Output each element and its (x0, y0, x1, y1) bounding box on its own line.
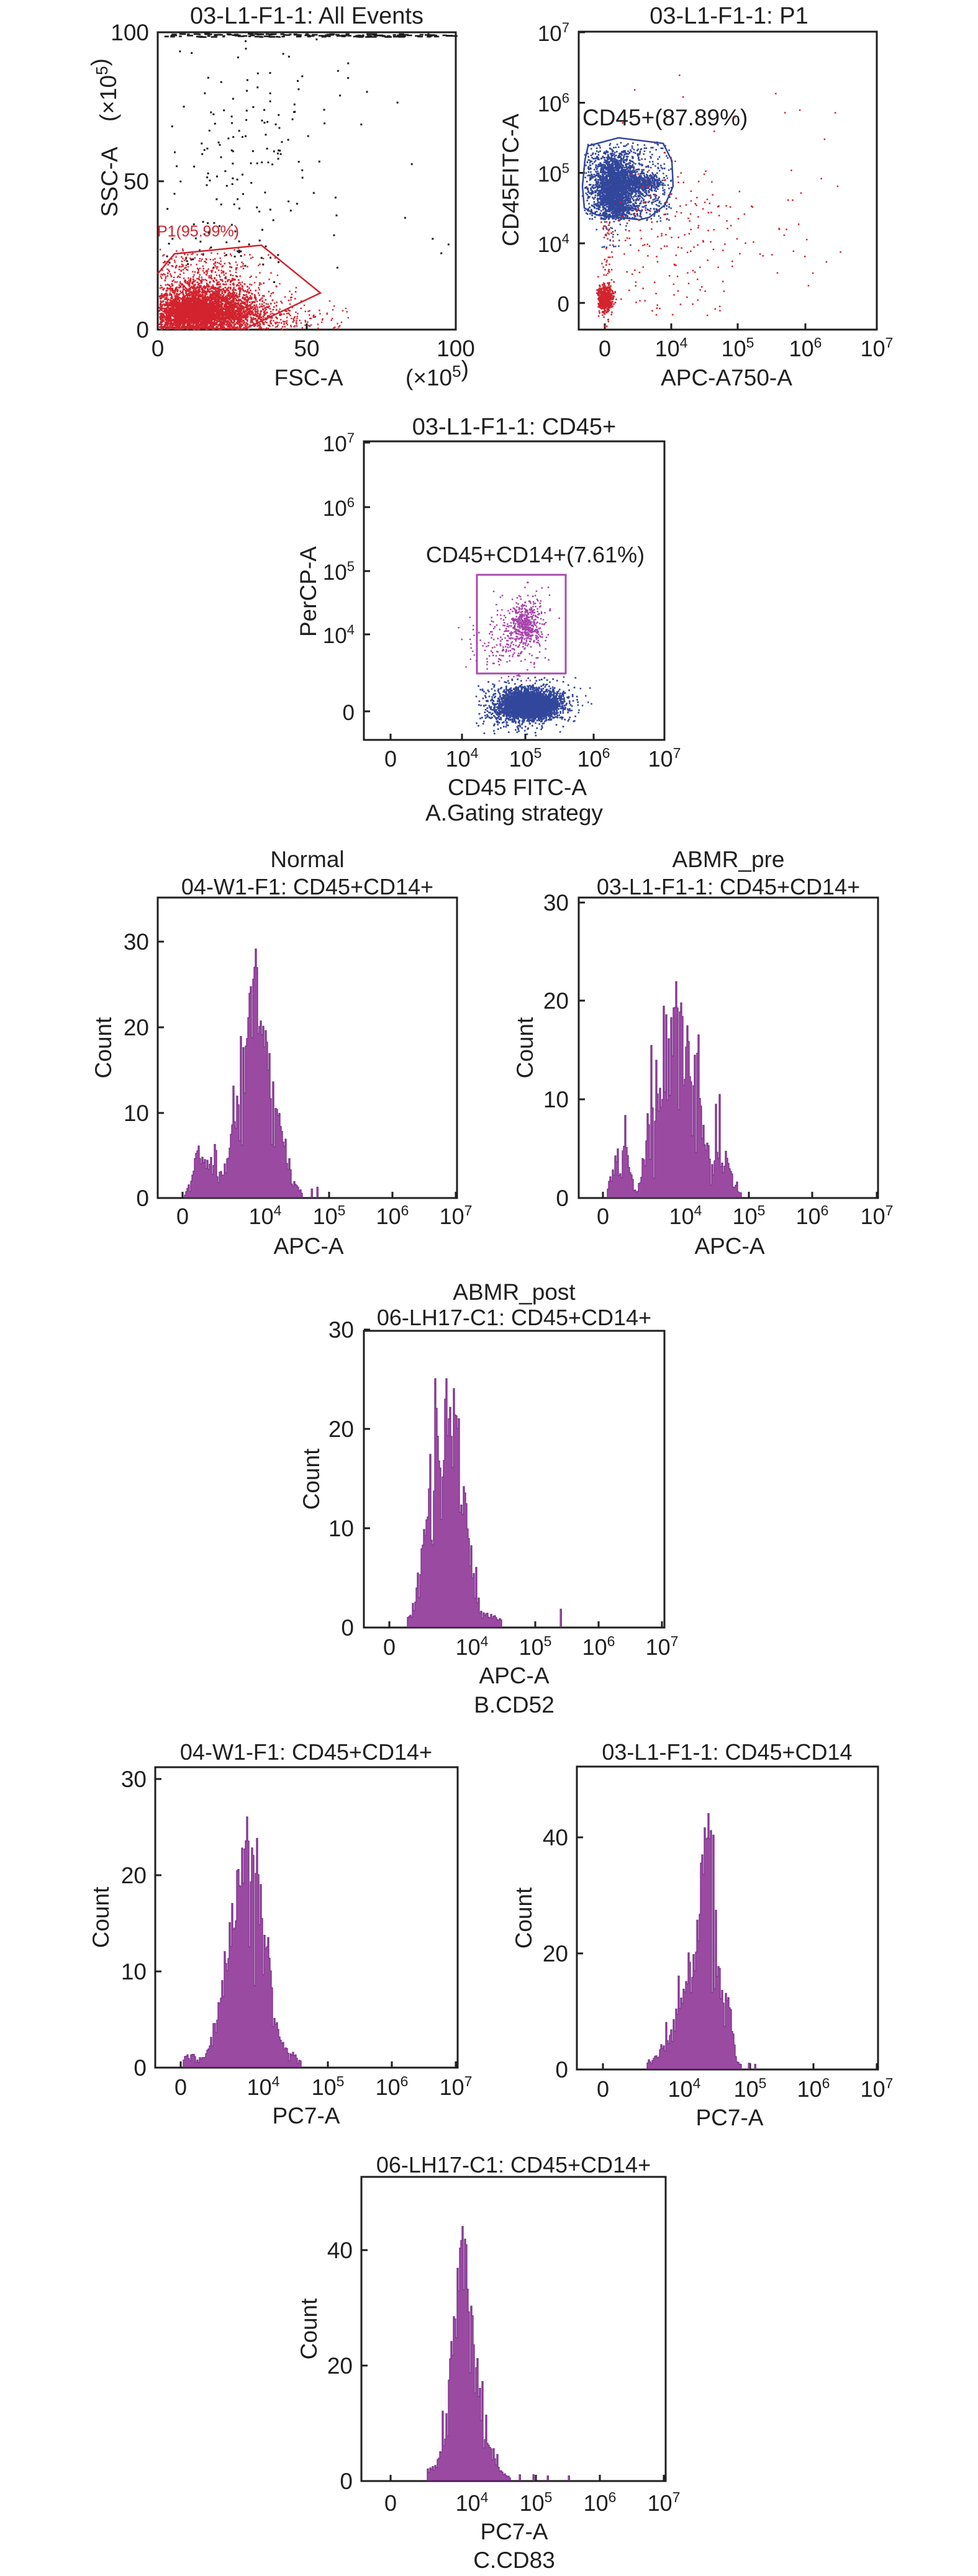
svg-text:0: 0 (176, 1204, 189, 1229)
svg-text:0: 0 (556, 1186, 569, 1211)
svg-text:Normal: Normal (270, 847, 344, 872)
svg-text:APC-A: APC-A (273, 1233, 343, 1259)
svg-text:ABMR_pre: ABMR_pre (672, 847, 785, 872)
svg-text:04-W1-F1: CD45+CD14+: 04-W1-F1: CD45+CD14+ (180, 1739, 432, 1765)
svg-text:0: 0 (555, 2057, 568, 2083)
svg-text:20: 20 (327, 2353, 353, 2379)
svg-text:0: 0 (136, 1186, 149, 1211)
svg-text:PC7-A: PC7-A (273, 2103, 340, 2128)
svg-text:03-L1-F1-1: All Events: 03-L1-F1-1: All Events (190, 3, 423, 29)
svg-text:20: 20 (543, 988, 569, 1014)
svg-text:03-L1-F1-1: CD45+: 03-L1-F1-1: CD45+ (412, 414, 616, 440)
svg-text:30: 30 (124, 929, 149, 955)
svg-text:04-W1-F1: CD45+CD14+: 04-W1-F1: CD45+CD14+ (181, 874, 433, 899)
svg-text:10: 10 (328, 1516, 354, 1541)
svg-text:30: 30 (543, 890, 569, 916)
svg-text:0: 0 (599, 336, 611, 361)
svg-text:CD45+CD14+(7.61%): CD45+CD14+(7.61%) (426, 542, 645, 567)
svg-text:06-LH17-C1: CD45+CD14+: 06-LH17-C1: CD45+CD14+ (377, 1305, 651, 1330)
svg-text:APC-A: APC-A (479, 1663, 549, 1688)
svg-text:Count: Count (296, 2298, 322, 2359)
svg-text:105: 105 (323, 559, 355, 585)
svg-text:107: 107 (648, 2489, 681, 2516)
svg-text:0: 0 (341, 1615, 354, 1641)
svg-text:0: 0 (597, 2076, 609, 2102)
svg-text:Count: Count (299, 1448, 324, 1510)
svg-text:107: 107 (440, 1202, 473, 1229)
svg-text:20: 20 (328, 1416, 354, 1442)
svg-text:20: 20 (543, 1941, 568, 1966)
svg-text:Count: Count (88, 1886, 114, 1948)
svg-text:0: 0 (383, 1634, 396, 1660)
svg-text:Count: Count (511, 1887, 537, 1948)
svg-text:06-LH17-C1: CD45+CD14+: 06-LH17-C1: CD45+CD14+ (376, 2152, 651, 2177)
svg-text:A.Gating strategy: A.Gating strategy (425, 800, 603, 826)
svg-text:0: 0 (152, 336, 165, 361)
svg-text:Count: Count (512, 1017, 538, 1078)
svg-text:30: 30 (328, 1317, 354, 1343)
svg-text:ABMR_post: ABMR_post (453, 1279, 576, 1305)
svg-text:0: 0 (340, 2469, 353, 2494)
svg-text:PC7-A: PC7-A (481, 2519, 548, 2544)
svg-text:SSC-A: SSC-A (97, 146, 122, 217)
svg-text:0: 0 (384, 2490, 397, 2516)
svg-text:20: 20 (124, 1015, 149, 1040)
svg-text:CD45 FITC-A: CD45 FITC-A (448, 775, 587, 800)
svg-text:0: 0 (558, 292, 569, 317)
svg-text:40: 40 (543, 1825, 568, 1850)
svg-text:50: 50 (294, 336, 319, 361)
svg-text:20: 20 (121, 1863, 147, 1888)
svg-text:FSC-A: FSC-A (274, 365, 343, 390)
svg-text:40: 40 (327, 2238, 353, 2263)
svg-text:100: 100 (111, 20, 149, 45)
svg-text:104: 104 (538, 231, 569, 257)
svg-text:106: 106 (538, 91, 569, 117)
svg-text:0: 0 (136, 317, 149, 343)
svg-text:03-L1-F1-1: CD45+CD14+: 03-L1-F1-1: CD45+CD14+ (597, 874, 860, 899)
svg-text:B.CD52: B.CD52 (474, 1692, 555, 1718)
svg-text:0: 0 (134, 2055, 147, 2081)
svg-text:APC-A750-A: APC-A750-A (661, 365, 792, 390)
svg-text:104: 104 (323, 622, 355, 648)
svg-text:0: 0 (343, 701, 355, 725)
svg-text:105: 105 (734, 2075, 767, 2102)
svg-text:03-L1-F1-1: P1: 03-L1-F1-1: P1 (650, 3, 808, 29)
svg-text:03-L1-F1-1: CD45+CD14: 03-L1-F1-1: CD45+CD14 (602, 1739, 852, 1765)
svg-text:10: 10 (121, 1959, 147, 1984)
svg-text:APC-A: APC-A (694, 1233, 764, 1259)
svg-text:50: 50 (124, 169, 149, 194)
svg-text:104: 104 (669, 1202, 702, 1229)
svg-text:0: 0 (174, 2074, 187, 2100)
svg-text:PC7-A: PC7-A (696, 2105, 764, 2130)
svg-text:0: 0 (384, 746, 397, 772)
svg-text:0: 0 (597, 1204, 609, 1229)
svg-text:30: 30 (121, 1767, 147, 1792)
svg-text:10: 10 (124, 1101, 149, 1126)
svg-text:105: 105 (312, 2073, 345, 2100)
svg-text:CD45FITC-A: CD45FITC-A (498, 114, 523, 246)
svg-text:Count: Count (91, 1017, 116, 1078)
svg-text:100: 100 (437, 336, 475, 361)
svg-text:C.CD83: C.CD83 (473, 2547, 555, 2573)
svg-text:CD45+(87.89%): CD45+(87.89%) (582, 105, 748, 130)
svg-text:PerCP-A: PerCP-A (296, 546, 321, 637)
svg-text:P1(95.99%): P1(95.99%) (157, 223, 239, 240)
svg-text:10: 10 (543, 1087, 569, 1112)
